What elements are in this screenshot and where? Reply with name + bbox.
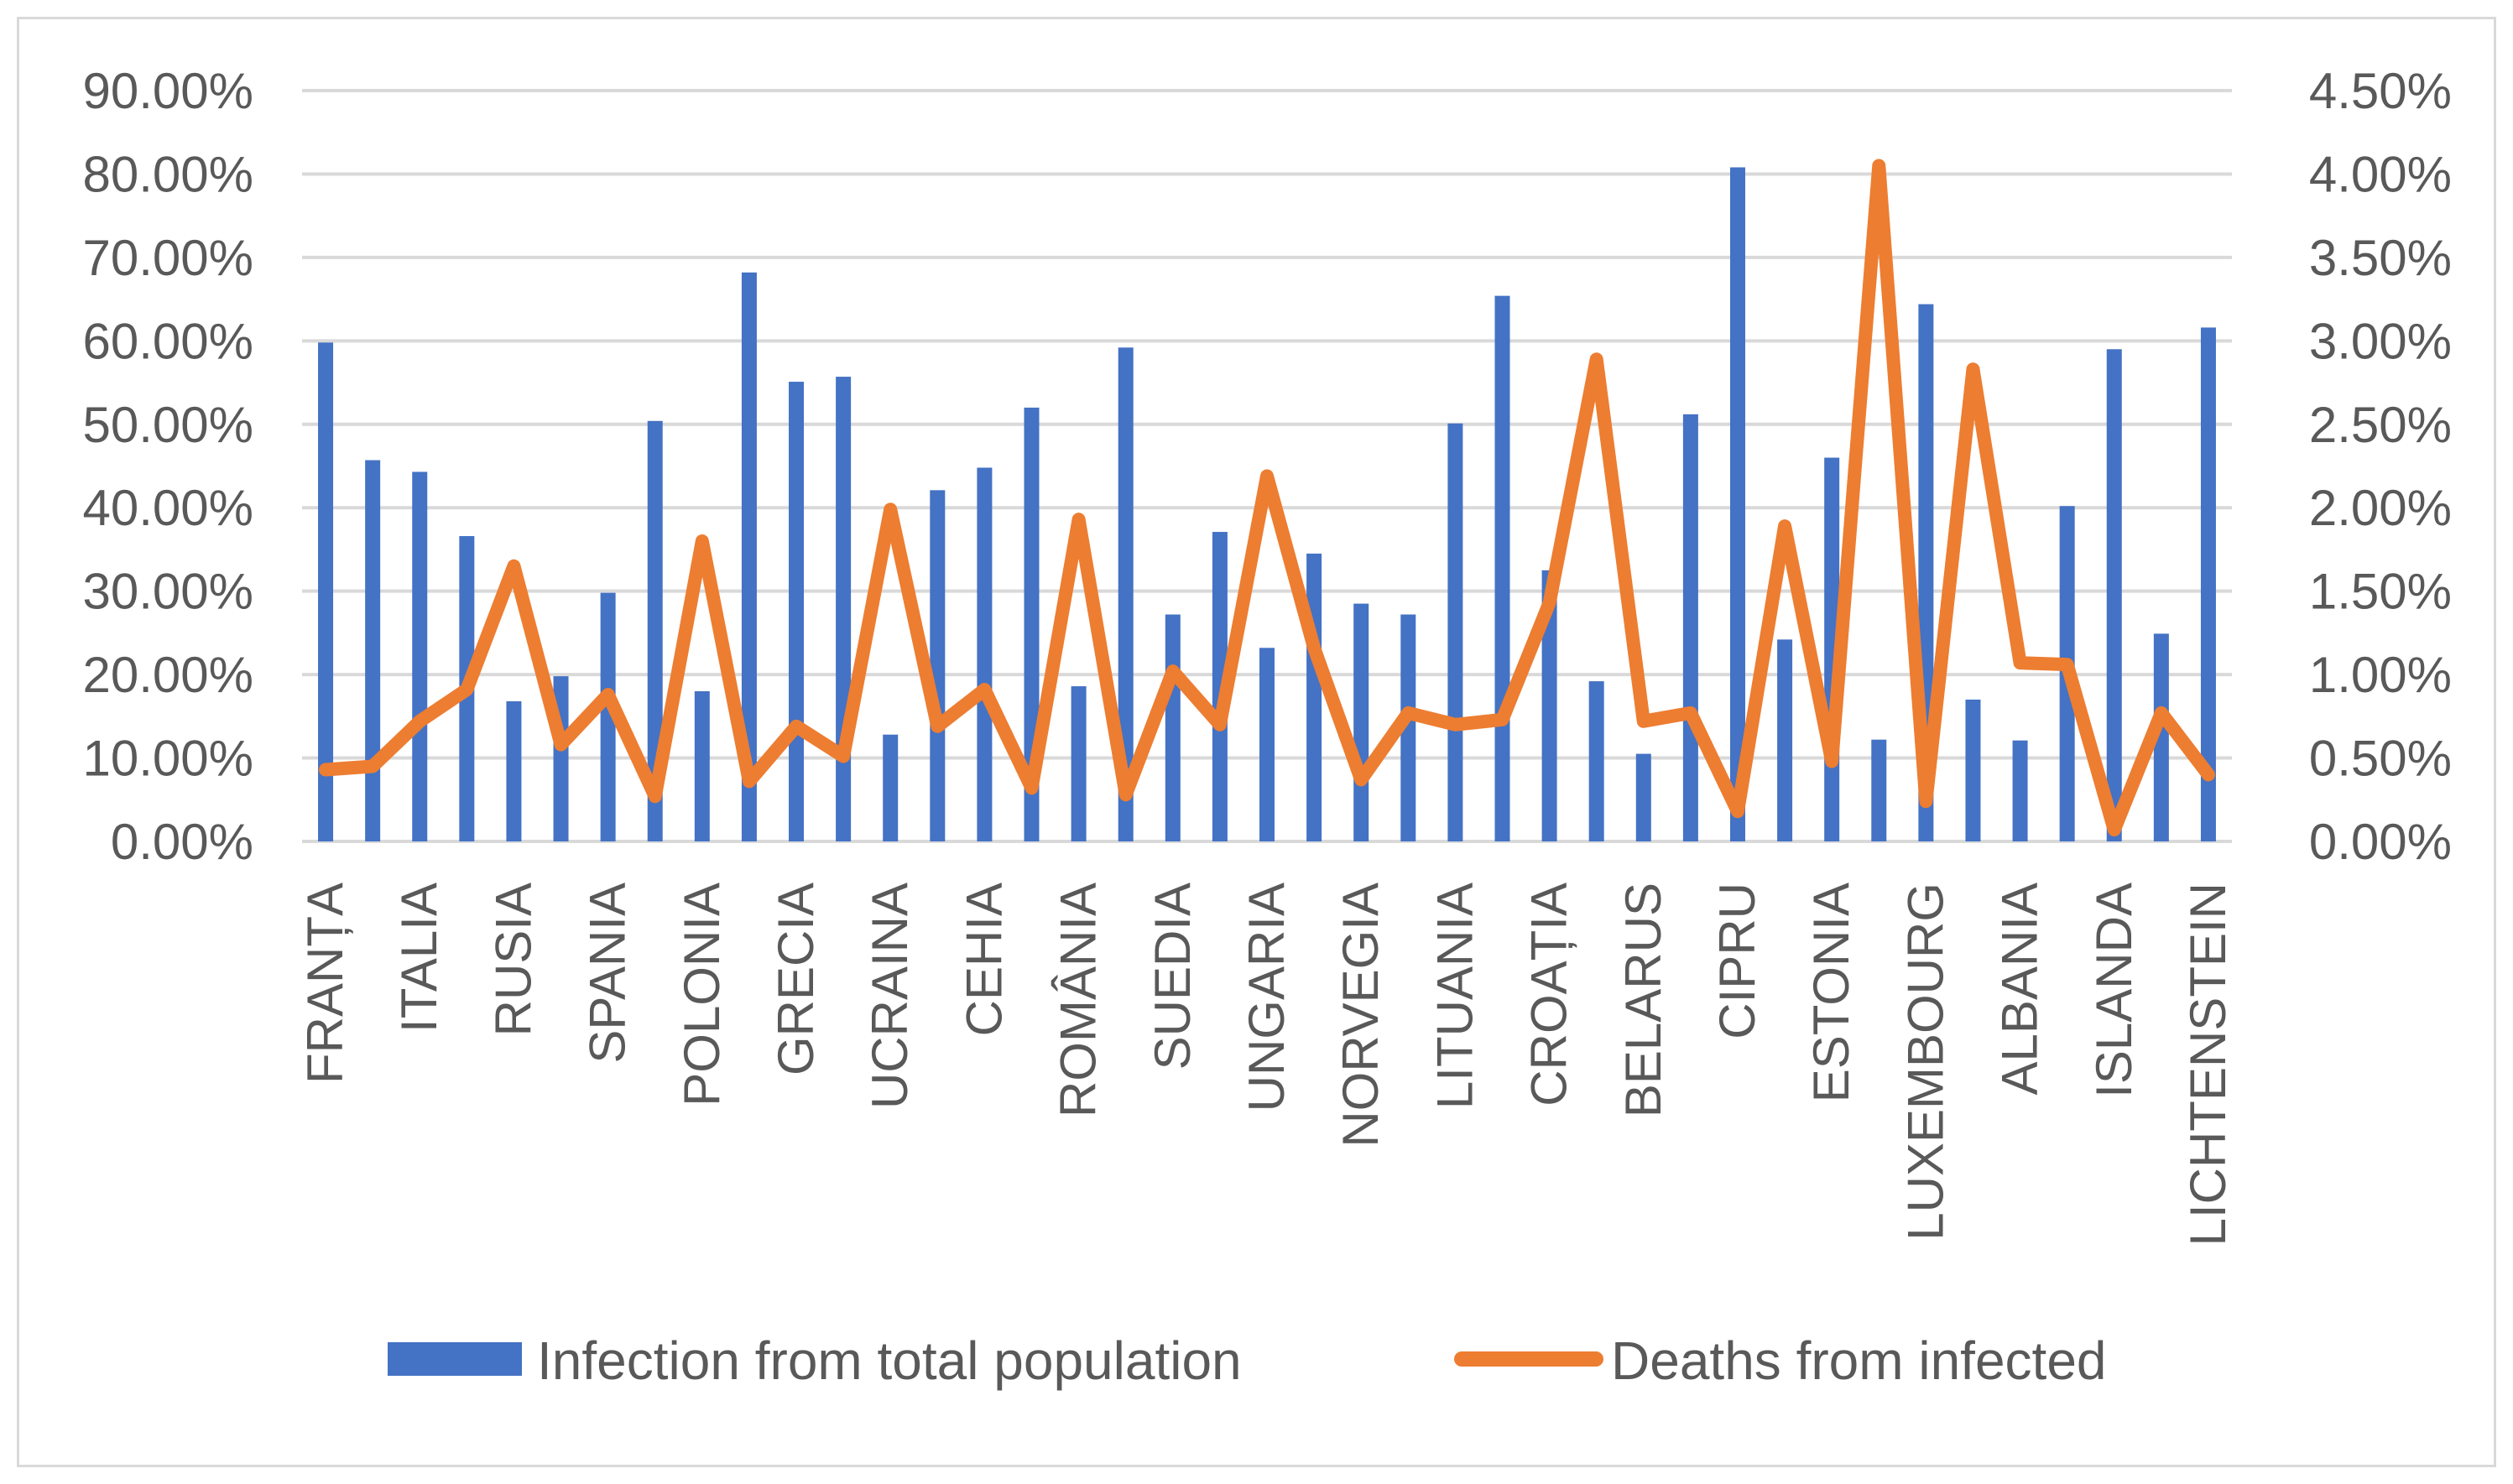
bar [600,592,616,841]
left-tick-label: 90.00% [83,63,254,119]
bar [365,460,381,841]
right-tick-label: 0.50% [2309,731,2452,787]
right-tick-label: 3.50% [2309,230,2452,286]
bar [836,377,852,841]
right-tick-label: 1.00% [2309,647,2452,703]
legend-swatch-infection [388,1342,522,1376]
x-tick-label: CIPRU [1709,883,1765,1039]
x-tick-label: NORVEGIA [1332,883,1389,1148]
left-tick-label: 50.00% [83,397,254,453]
x-tick-label: POLONIA [674,883,730,1106]
x-tick-label: GRECIA [768,883,824,1075]
right-axis-ticks: 0.00% 0.50% 1.00% 1.50% 2.00% 2.50% 3.00% 3.50%… [2309,63,2452,870]
bar [1494,295,1510,842]
right-tick-label: 0.00% [2309,814,2452,870]
x-tick-label: LICHTENSTEIN [2180,883,2236,1246]
x-tick-label: ROMÂNIA [1051,883,1107,1117]
legend-label-infection: Infection from total population [537,1330,1242,1391]
bar [1447,423,1463,841]
bar [694,691,710,841]
right-tick-label: 3.00% [2309,313,2452,369]
x-tick-label: LITUANIA [1426,883,1483,1109]
bar [1541,570,1557,841]
x-tick-label: UCRAINA [862,883,918,1109]
deaths-line [319,159,2215,837]
x-tick-label: FRANȚA [297,883,353,1084]
bar [2106,349,2122,841]
bar [741,272,757,841]
bar [412,471,428,841]
line-series-deaths [319,159,2215,837]
bar [2012,740,2028,841]
left-tick-label: 20.00% [83,647,254,703]
right-tick-label: 1.50% [2309,564,2452,620]
bar [1777,639,1793,841]
bar [1400,614,1416,841]
bar [1965,699,1981,841]
x-tick-label: SUEDIA [1144,883,1201,1070]
bar [1118,347,1134,841]
left-tick-label: 30.00% [83,564,254,620]
x-tick-label: SPANIA [580,883,636,1064]
right-tick-label: 4.00% [2309,146,2452,202]
legend: Infection from total population Deaths f… [388,1330,2107,1391]
bar [1165,614,1181,841]
x-tick-label: CEHIA [956,883,1012,1036]
bar [2200,327,2216,841]
right-tick-label: 2.50% [2309,397,2452,453]
left-tick-label: 80.00% [83,146,254,202]
x-tick-label: ITALIA [391,883,447,1033]
left-tick-label: 10.00% [83,731,254,787]
gridlines [302,89,2232,843]
bar-series-infection [318,167,2216,842]
bar [2153,633,2169,841]
left-axis-ticks: 0.00% 10.00% 20.00% 30.00% 40.00% 50.00% 60.00… [83,63,254,870]
left-tick-label: 60.00% [83,313,254,369]
bar [1071,686,1087,841]
x-tick-label: ISLANDA [2086,883,2142,1098]
bar [1212,532,1228,841]
x-tick-label: ALBANIA [1992,883,2048,1095]
x-tick-label: LUXEMBOURG [1897,883,1953,1241]
right-tick-label: 4.50% [2309,63,2452,119]
bar [318,342,334,841]
bar [506,700,522,841]
legend-label-deaths: Deaths from infected [1611,1330,2107,1391]
bar [1306,553,1322,841]
bar [1635,753,1651,841]
x-tick-label: BELARUS [1615,883,1671,1117]
bar [1353,603,1369,841]
bar [647,420,663,841]
left-tick-label: 40.00% [83,480,254,536]
x-tick-label: UNGARIA [1238,883,1295,1112]
bar [977,467,993,841]
bar [930,490,946,841]
x-axis-tick-labels: FRANȚA ITALIA RUSIA SPANIA POLONIA GRECIA UCRA… [297,883,2236,1246]
left-tick-label: 70.00% [83,230,254,286]
left-tick-label: 0.00% [111,814,253,870]
right-tick-label: 2.00% [2309,480,2452,536]
bar [1871,739,1887,841]
bar [1729,167,1745,841]
x-tick-label: RUSIA [485,883,541,1036]
bar [1259,648,1275,841]
bar [883,734,899,841]
x-tick-label: CROAȚIA [1521,883,1577,1106]
bar [789,382,805,841]
x-tick-label: ESTONIA [1803,883,1859,1102]
bar [1682,414,1698,841]
bar [1588,681,1604,841]
